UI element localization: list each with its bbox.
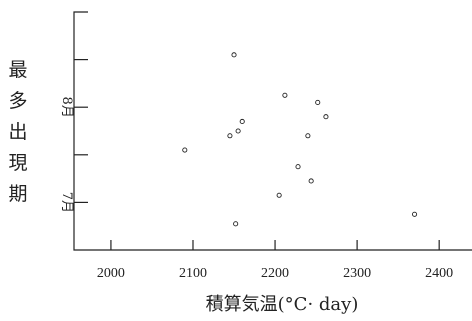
data-point-11	[315, 99, 321, 105]
x-tick-label-4: 2400	[425, 266, 453, 281]
y-label-char-1: 多	[8, 90, 27, 112]
data-point-12	[323, 114, 329, 120]
data-point-5	[239, 118, 245, 125]
y-tick-label-0: 7月	[59, 192, 74, 213]
y-tick-labels: 7月 8月	[59, 97, 74, 213]
data-point-4	[235, 128, 241, 134]
y-label-char-4: 期	[8, 183, 27, 205]
x-tick-label-1: 2100	[179, 266, 207, 281]
y-label-char-0: 最	[8, 59, 27, 81]
y-ticks	[74, 58, 88, 203]
data-points	[182, 52, 418, 227]
data-point-13	[412, 211, 418, 217]
data-point-8	[295, 164, 301, 170]
x-axis-label: 積算気温(°C· day)	[206, 294, 359, 315]
y-label-char-2: 出	[8, 121, 27, 143]
x-tick-label-2: 2200	[261, 266, 289, 281]
x-tick-label-3: 2300	[343, 266, 371, 281]
data-point-1	[227, 133, 233, 139]
data-point-7	[282, 92, 288, 98]
x-tick-label-0: 2000	[97, 266, 125, 281]
data-point-2	[231, 52, 237, 58]
data-point-10	[308, 178, 314, 184]
data-point-3	[233, 221, 239, 227]
axes-frame	[73, 11, 472, 251]
y-tick-label-2: 8月	[59, 97, 74, 118]
data-point-6	[276, 192, 282, 198]
x-ticks: 2000 2100 2200 2300 2400	[97, 240, 453, 281]
data-point-9	[305, 133, 311, 139]
y-label-char-3: 現	[8, 152, 27, 174]
data-point-0	[182, 147, 188, 153]
